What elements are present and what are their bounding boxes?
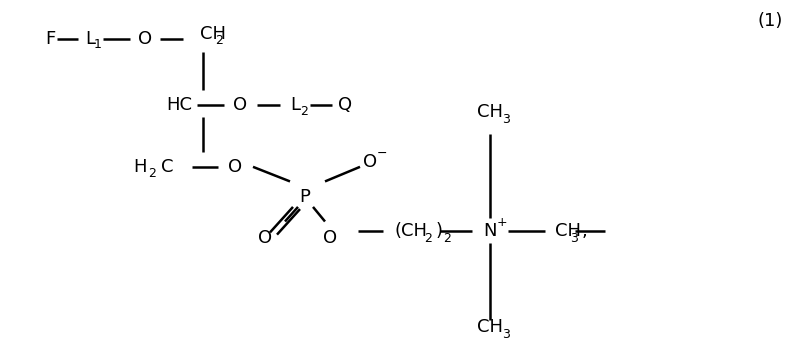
- Text: L: L: [85, 30, 95, 49]
- Text: C: C: [161, 158, 173, 176]
- Text: 3: 3: [569, 232, 577, 245]
- Text: CH: CH: [476, 103, 503, 121]
- Text: P: P: [300, 188, 310, 207]
- Text: O: O: [323, 229, 336, 247]
- Text: 2: 2: [214, 34, 222, 47]
- Text: −: −: [377, 147, 387, 160]
- Text: H: H: [133, 158, 147, 176]
- Text: 2: 2: [442, 232, 450, 245]
- Text: O: O: [233, 96, 247, 114]
- Text: ,: ,: [581, 222, 587, 240]
- Text: ): ): [435, 222, 442, 240]
- Text: 2: 2: [300, 105, 308, 118]
- Text: CH: CH: [200, 25, 226, 43]
- Text: O: O: [258, 229, 271, 247]
- Text: N: N: [483, 222, 496, 240]
- Text: CH: CH: [554, 222, 581, 240]
- Text: 1: 1: [94, 38, 102, 51]
- Text: 3: 3: [501, 328, 509, 341]
- Text: O: O: [362, 153, 377, 171]
- Text: F: F: [45, 30, 55, 49]
- Text: HC: HC: [165, 96, 192, 114]
- Text: O: O: [228, 158, 242, 176]
- Text: L: L: [290, 96, 300, 114]
- Text: O: O: [138, 30, 152, 49]
- Text: 2: 2: [423, 232, 431, 245]
- Text: 2: 2: [148, 167, 156, 180]
- Text: 3: 3: [501, 113, 509, 126]
- Text: Q: Q: [337, 96, 352, 114]
- Text: (CH: (CH: [394, 222, 427, 240]
- Text: CH: CH: [476, 318, 503, 336]
- Text: (1): (1): [756, 12, 781, 30]
- Text: +: +: [496, 216, 507, 229]
